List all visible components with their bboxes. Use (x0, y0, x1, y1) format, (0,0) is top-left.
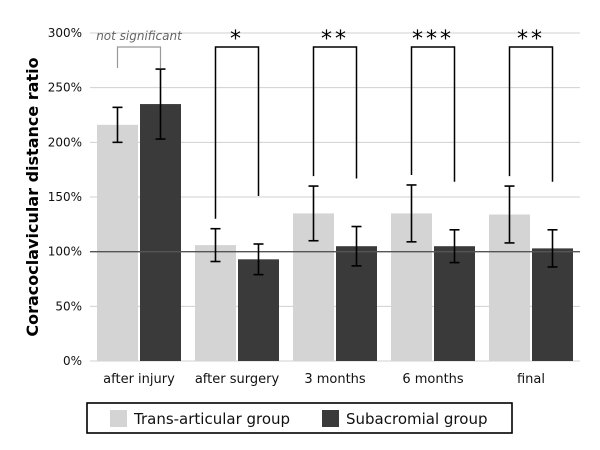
error-bar (210, 227, 221, 263)
x-tick-label: 3 months (304, 372, 366, 387)
legend-label: Subacromial group (346, 410, 487, 428)
y-tick-label: 200% (48, 135, 82, 149)
bar-subacromial (140, 104, 181, 362)
y-tick-label: 300% (48, 26, 82, 40)
bar-trans-articular (97, 124, 138, 361)
error-bar (547, 229, 558, 268)
y-tick-label: 100% (48, 245, 82, 259)
legend: Trans-articular group Subacromial group (86, 402, 513, 434)
legend-box (86, 402, 513, 434)
bars (97, 104, 573, 362)
legend-swatch (110, 410, 127, 427)
y-tick-label: 250% (48, 81, 82, 95)
x-tick-label: after injury (103, 372, 175, 387)
x-tick-label: 6 months (402, 372, 464, 387)
significance-label: ** (321, 27, 349, 52)
significance-label: ** (517, 27, 545, 52)
legend-item: Subacromial group (322, 410, 487, 428)
error-bar (504, 185, 515, 244)
x-tick-label: final (517, 372, 545, 387)
bar-subacromial (434, 246, 475, 361)
error-bar (155, 68, 166, 140)
y-tick-label: 150% (48, 190, 82, 204)
bar-subacromial (238, 259, 279, 361)
error-bar (351, 225, 362, 267)
significance-bracket: * (214, 27, 260, 219)
error-bars (112, 68, 558, 276)
y-axis-ticks: 0% 50% 100% 150% 200% 250% 300% (48, 26, 82, 368)
legend-label: Trans-articular group (133, 410, 290, 428)
y-tick-label: 0% (63, 354, 82, 368)
y-tick-label: 50% (55, 299, 82, 313)
significance-bracket: ** (508, 27, 554, 182)
significance-brackets: not significant * ** *** ** (96, 27, 554, 219)
error-bar (308, 185, 319, 242)
x-axis-labels: after injury after surgery 3 months 6 month… (103, 372, 545, 387)
significance-bracket: *** (410, 27, 456, 182)
error-bar (112, 106, 123, 144)
error-bar (253, 243, 264, 276)
y-axis-label: Coracoclavicular distance ratio (23, 57, 42, 336)
significance-label: not significant (96, 29, 183, 43)
x-tick-label: after surgery (195, 372, 280, 387)
significance-label: *** (412, 27, 454, 52)
significance-label: * (230, 27, 244, 52)
legend-item: Trans-articular group (110, 410, 290, 428)
bar-trans-articular (195, 245, 236, 361)
error-bar (406, 184, 417, 243)
significance-bracket: not significant (96, 29, 183, 68)
significance-bracket: ** (312, 27, 358, 179)
legend-swatch (322, 410, 339, 427)
error-bar (449, 229, 460, 264)
